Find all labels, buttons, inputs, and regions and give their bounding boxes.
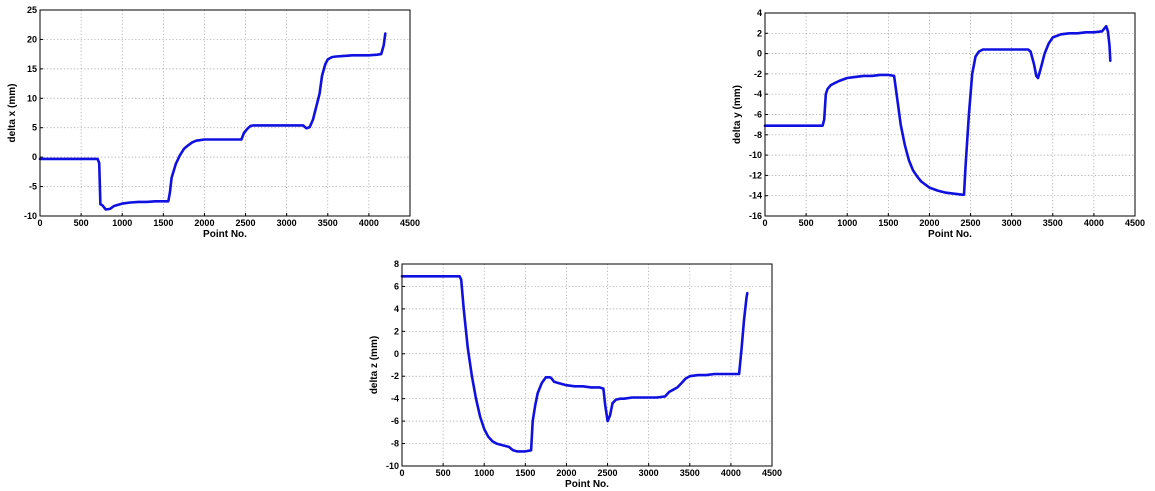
y-tick-label: 5 (32, 123, 37, 133)
y-tick-label: -14 (749, 191, 762, 201)
y-axis-label: delta z (mm) (369, 336, 380, 394)
x-tick-label: 0 (762, 218, 767, 228)
plot-area (401, 263, 773, 467)
x-tick-label: 1000 (837, 218, 857, 228)
x-tick-label: 2500 (598, 468, 618, 478)
x-tick-label: 4500 (400, 218, 420, 228)
x-tick-label: 4000 (1084, 218, 1104, 228)
chart-delta-z: 0 500 1000 1500 2000 2500 3000 3500 4000 4500 -10 -… (362, 255, 802, 491)
x-tick-label: 2000 (194, 218, 214, 228)
y-tick-label: -6 (754, 110, 762, 120)
chart-delta-x: 0 500 1000 1500 2000 2500 3000 3500 4000 4500 -10 -… (0, 0, 440, 240)
plot-area (39, 9, 411, 217)
x-tick-label: 3500 (1043, 218, 1063, 228)
x-tick-label: 0 (399, 468, 404, 478)
x-axis-label: Point No. (928, 229, 972, 240)
series-line-0 (400, 275, 749, 453)
y-tick-label: 2 (394, 326, 399, 336)
chart-delta-z-svg: 0 500 1000 1500 2000 2500 3000 3500 4000 4500 -10 -… (369, 259, 782, 490)
x-tick-label: 4000 (359, 218, 379, 228)
y-tick-label: -5 (29, 182, 37, 192)
y-tick-label: 6 (394, 281, 399, 291)
y-tick-label: 20 (27, 34, 37, 44)
x-tick-label: 3500 (318, 218, 338, 228)
x-tick-label: 0 (37, 218, 42, 228)
x-tick-label: 3000 (639, 468, 659, 478)
y-tick-label: -4 (391, 394, 399, 404)
y-tick-label: -8 (754, 130, 762, 140)
y-tick-label: -10 (749, 150, 762, 160)
y-axis-label: delta y (mm) (732, 85, 743, 144)
y-tick-label: -2 (754, 69, 762, 79)
y-tick-label: -10 (24, 211, 37, 221)
x-tick-label: 1500 (878, 218, 898, 228)
y-tick-label: 15 (27, 64, 37, 74)
y-tick-label: -6 (391, 416, 399, 426)
chart-delta-y-svg: 0 500 1000 1500 2000 2500 3000 3500 4000 4500 -16 -… (732, 8, 1145, 240)
y-axis-label: delta x (mm) (7, 84, 18, 143)
x-tick-label: 1500 (153, 218, 173, 228)
x-tick-label: 500 (74, 218, 89, 228)
x-tick-label: 3000 (277, 218, 297, 228)
y-tick-label: 10 (27, 93, 37, 103)
x-tick-label: 2500 (236, 218, 256, 228)
y-tick-label: 4 (757, 8, 762, 18)
y-tick-label: -4 (754, 89, 762, 99)
y-tick-label: -12 (749, 170, 762, 180)
grid (40, 10, 410, 216)
chart-delta-x-svg: 0 500 1000 1500 2000 2500 3000 3500 4000 4500 -10 -… (7, 5, 420, 240)
x-tick-label: 500 (436, 468, 451, 478)
x-tick-label: 2000 (919, 218, 939, 228)
x-tick-label: 1500 (515, 468, 535, 478)
chart-delta-y: 0 500 1000 1500 2000 2500 3000 3500 4000 4500 -16 -… (725, 0, 1155, 245)
x-axis-label: Point No. (565, 479, 609, 490)
y-tick-label: 2 (757, 28, 762, 38)
x-tick-label: 2500 (961, 218, 981, 228)
x-tick-label: 4000 (721, 468, 741, 478)
y-tick-label: -2 (391, 371, 399, 381)
plot-frame (764, 12, 1136, 217)
x-tick-label: 4500 (1125, 218, 1145, 228)
y-tick-label: 0 (757, 49, 762, 59)
y-tick-label: -10 (386, 461, 399, 471)
x-tick-label: 2000 (556, 468, 576, 478)
x-tick-label: 3500 (680, 468, 700, 478)
y-tick-label: 25 (27, 5, 37, 15)
x-tick-label: 4500 (762, 468, 782, 478)
series-line-0 (38, 32, 387, 211)
plot-frame (39, 9, 411, 217)
y-tick-label: -8 (391, 439, 399, 449)
y-tick-label: 8 (394, 259, 399, 269)
y-tick-label: 4 (394, 304, 399, 314)
x-axis-label: Point No. (203, 229, 247, 240)
x-tick-label: 3000 (1002, 218, 1022, 228)
x-tick-label: 1000 (474, 468, 494, 478)
x-tick-label: 1000 (112, 218, 132, 228)
x-tick-label: 500 (799, 218, 814, 228)
y-tick-label: 0 (32, 152, 37, 162)
y-tick-label: 0 (394, 349, 399, 359)
plot-frame (401, 263, 773, 467)
series-line-0 (763, 24, 1112, 196)
y-tick-label: -16 (749, 211, 762, 221)
